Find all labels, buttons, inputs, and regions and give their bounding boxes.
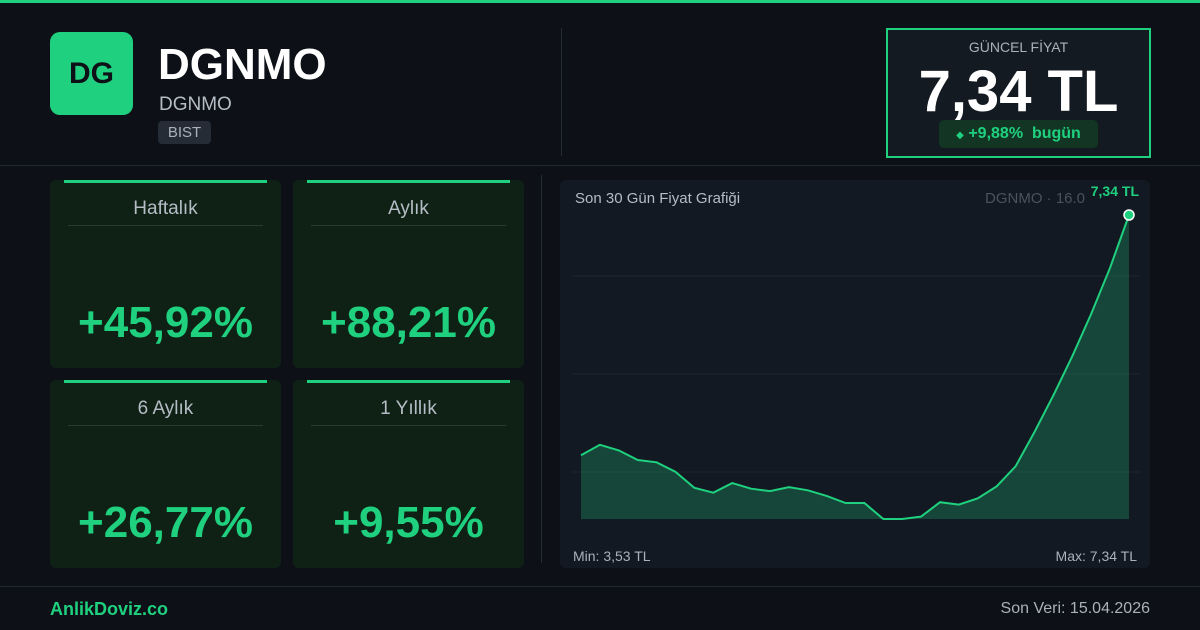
- exchange-badge: BIST: [158, 121, 211, 144]
- price-value: 7,34 TL: [918, 59, 1119, 124]
- chart-title: Son 30 Gün Fiyat Grafiği: [575, 190, 740, 207]
- divider: [0, 165, 1200, 166]
- max-label: Max: 7,34 TL: [1056, 548, 1138, 564]
- card-label: Aylık: [388, 198, 429, 219]
- card: 6 Aylık +26,77%: [50, 380, 281, 568]
- card-label: 6 Aylık: [137, 398, 194, 419]
- min-label: Min: 3,53 TL: [573, 548, 651, 564]
- card-label: 1 Yıllık: [380, 398, 437, 419]
- card-value: +88,21%: [321, 298, 496, 347]
- title: DGNMO: [158, 40, 327, 89]
- card-separator: [68, 225, 263, 226]
- chart-subtitle: DGNMO · 16.0: [985, 190, 1085, 207]
- area: [581, 215, 1129, 519]
- card-label: Haftalık: [133, 198, 198, 219]
- card-accent: [307, 180, 510, 183]
- top-accent: [0, 0, 1200, 3]
- divider: [541, 175, 542, 563]
- icon: ◆: [956, 130, 964, 141]
- card-separator: [68, 425, 263, 426]
- point: [1123, 209, 1135, 221]
- price-label: GÜNCEL FİYAT: [968, 39, 1069, 55]
- value-label: 7,34 TL: [1091, 183, 1140, 199]
- card-value: +26,77%: [78, 498, 253, 547]
- divider: [561, 28, 562, 156]
- card-accent: [307, 380, 510, 383]
- period: bugün: [1031, 125, 1081, 142]
- brand: AnlikDoviz.co: [50, 599, 169, 619]
- card-accent: [64, 380, 267, 383]
- updated: Son Veri: 15.04.2026: [1000, 600, 1150, 617]
- card-separator: [311, 425, 506, 426]
- divider: [0, 586, 1200, 587]
- change: +9,88%: [968, 125, 1024, 142]
- card: 1 Yıllık +9,55%: [293, 380, 524, 568]
- card-accent: [64, 180, 267, 183]
- line: [580, 214, 1130, 520]
- card-value: +45,92%: [78, 298, 253, 347]
- card-value: +9,55%: [333, 498, 484, 547]
- logo: DG: [50, 32, 133, 115]
- card-separator: [311, 225, 506, 226]
- card: Aylık +88,21%: [293, 180, 524, 368]
- card: Haftalık +45,92%: [50, 180, 281, 368]
- subtitle: DGNMO: [159, 94, 232, 115]
- price-box: GÜNCEL FİYAT 7,34 TL ◆ +9,88% bugün: [886, 28, 1151, 158]
- change-badge: ◆ +9,88% bugün: [939, 120, 1098, 148]
